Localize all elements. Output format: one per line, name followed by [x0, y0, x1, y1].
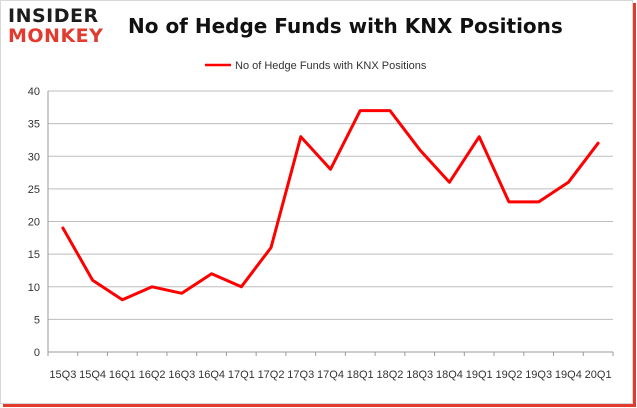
x-tick-label-16Q2: 16Q2 [139, 369, 166, 381]
chart-title: No of Hedge Funds with KNX Positions [128, 14, 563, 38]
series-line-0 [61, 109, 600, 302]
x-tick-label-16Q4: 16Q4 [198, 369, 225, 381]
insider-monkey-logo: INSIDER MONKEY [8, 6, 118, 50]
x-tick-label-17Q1: 17Q1 [228, 369, 255, 381]
x-tick-label-15Q4: 15Q4 [79, 369, 106, 381]
y-tick-label-30: 30 [28, 151, 40, 163]
y-tick-label-10: 10 [28, 282, 40, 294]
y-tick-label-35: 35 [28, 119, 40, 131]
logo-word-insider: INSIDER [8, 5, 99, 27]
x-tick-label-18Q3: 18Q3 [406, 369, 433, 381]
y-tick-label-40: 40 [28, 86, 40, 98]
x-tick-label-16Q1: 16Q1 [109, 369, 136, 381]
x-tick-label-17Q4: 17Q4 [317, 369, 344, 381]
x-tick-label-19Q1: 19Q1 [466, 369, 493, 381]
y-tick-label-15: 15 [28, 249, 40, 261]
x-tick-label-18Q1: 18Q1 [347, 369, 374, 381]
y-tick-label-20: 20 [28, 217, 40, 229]
x-tick-label-16Q3: 16Q3 [168, 369, 195, 381]
x-tick-label-19Q4: 19Q4 [555, 369, 582, 381]
x-tick-label-17Q3: 17Q3 [287, 369, 314, 381]
x-tick-label-17Q2: 17Q2 [258, 369, 285, 381]
logo-word-monkey: MONKEY [8, 25, 104, 47]
x-tick-label-18Q2: 18Q2 [377, 369, 404, 381]
y-tick-label-5: 5 [34, 314, 40, 326]
y-tick-label-25: 25 [28, 184, 40, 196]
x-tick-label-19Q3: 19Q3 [525, 369, 552, 381]
x-tick-label-20Q1: 20Q1 [585, 369, 612, 381]
x-tick-label-18Q4: 18Q4 [436, 369, 463, 381]
legend-label: No of Hedge Funds with KNX Positions [235, 60, 427, 72]
y-tick-label-0: 0 [34, 347, 40, 359]
x-tick-label-19Q2: 19Q2 [495, 369, 522, 381]
x-tick-label-15Q3: 15Q3 [49, 369, 76, 381]
